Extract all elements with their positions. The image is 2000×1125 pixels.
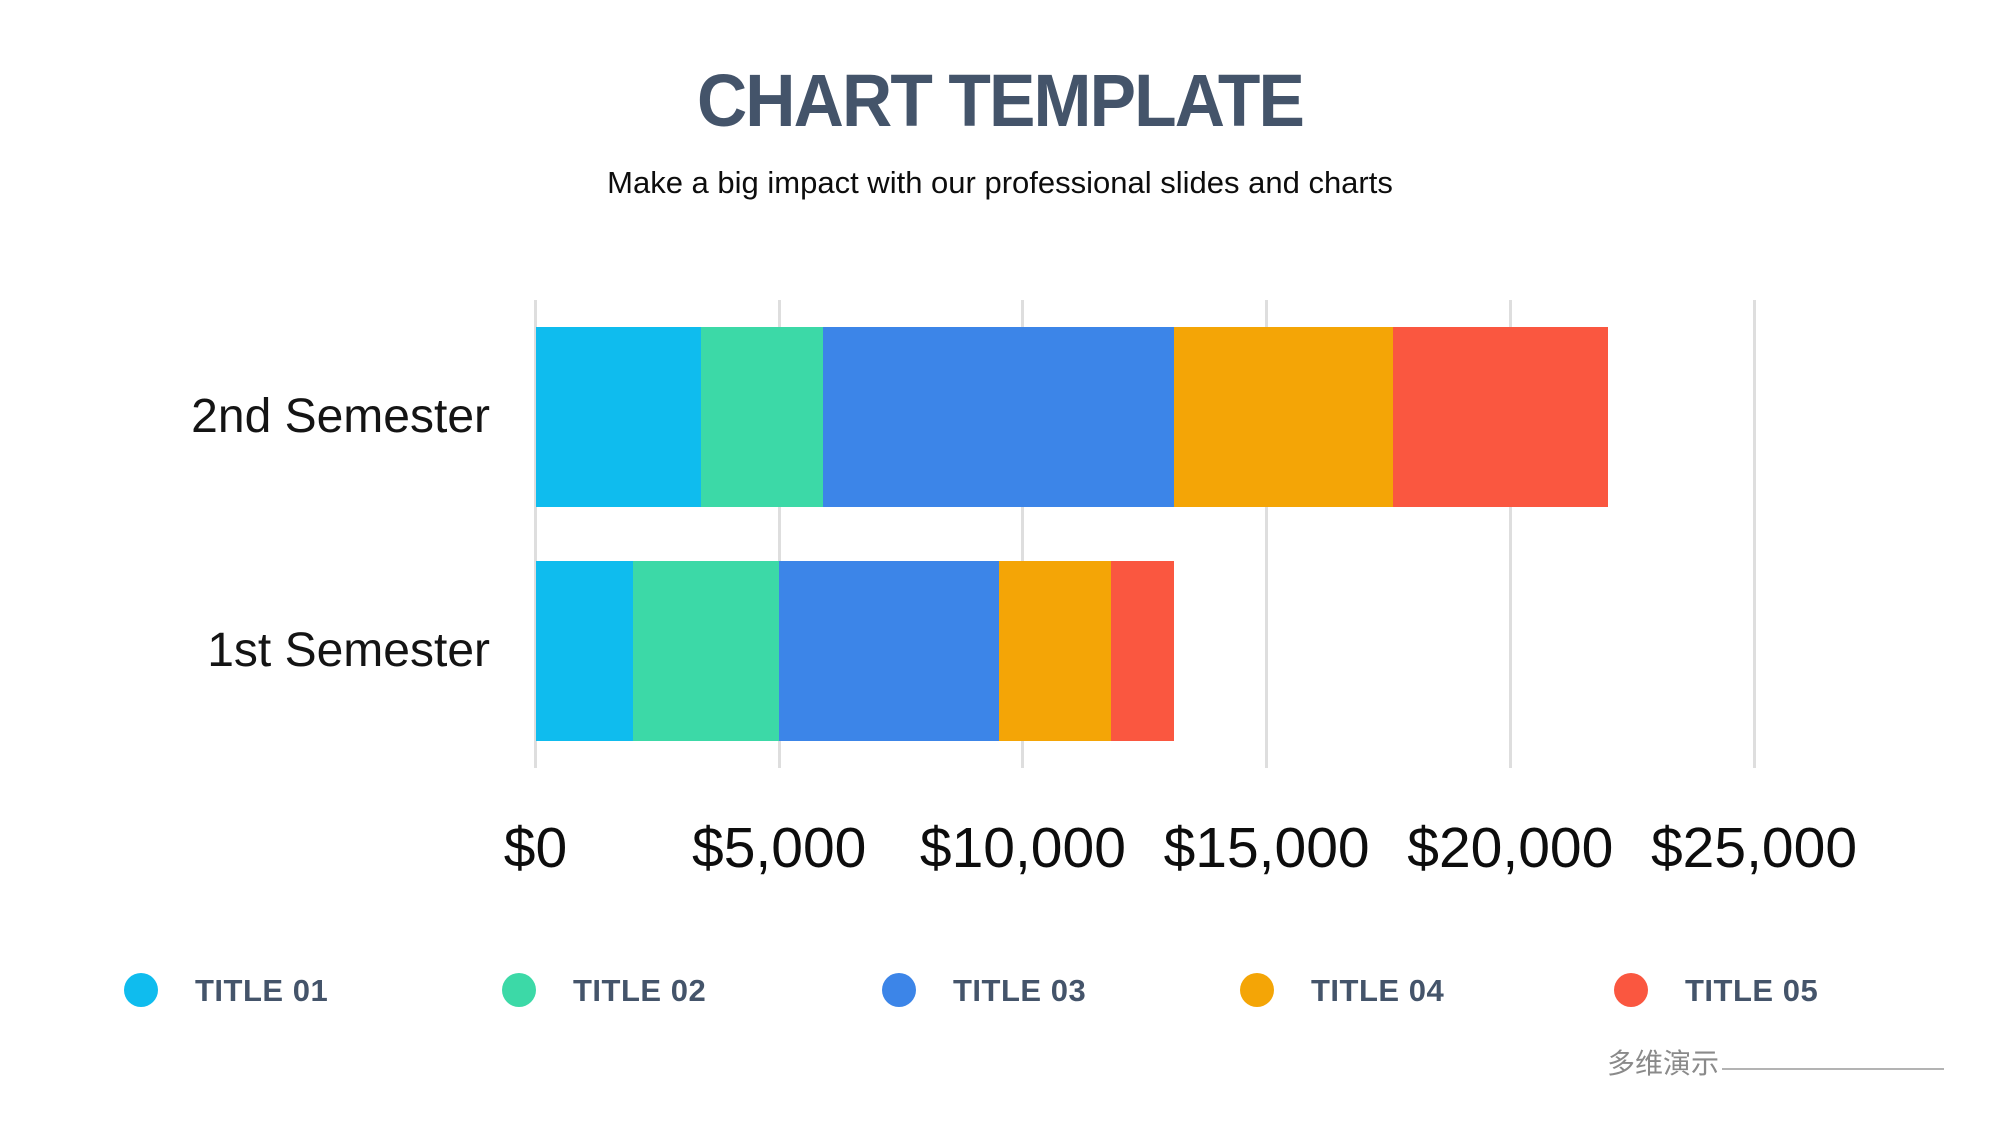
- bar-segment-title-04-1st-semester: [998, 561, 1111, 741]
- x-axis-tick-label: $0: [503, 816, 568, 880]
- gridline: [1021, 300, 1025, 768]
- gridline: [777, 300, 781, 768]
- bar-segment-title-05-1st-semester: [1110, 561, 1174, 741]
- gridline: [1508, 300, 1512, 768]
- gridline: [1752, 300, 1756, 768]
- legend-dot-title-01-icon: [124, 973, 158, 1007]
- x-axis-tick-label: $5,000: [692, 816, 867, 880]
- bar-segment-title-03-1st-semester: [779, 561, 999, 741]
- page-title: CHART TEMPLATE: [696, 59, 1305, 142]
- legend-item-title-05: TITLE 05: [1614, 973, 1818, 1007]
- legend-item-title-03: TITLE 03: [882, 973, 1086, 1007]
- bar-segment-title-04-2nd-semester: [1173, 327, 1394, 507]
- legend-item-title-04: TITLE 04: [1240, 973, 1444, 1007]
- brand-text: 多维演示: [1607, 1048, 1720, 1079]
- bar-segment-title-03-2nd-semester: [823, 327, 1174, 507]
- legend-dot-title-03-icon: [882, 973, 916, 1007]
- legend-dot-title-04-icon: [1240, 973, 1274, 1007]
- legend-item-title-01: TITLE 01: [124, 973, 328, 1007]
- x-axis-tick-label: $10,000: [919, 816, 1126, 880]
- legend-dot-title-05-icon: [1614, 973, 1648, 1007]
- footer-divider-line: [1722, 1068, 1944, 1070]
- category-label-1st-semester: 1st Semester: [207, 624, 490, 677]
- bar-segment-title-01-1st-semester: [535, 561, 633, 741]
- legend-label: TITLE 05: [1685, 972, 1819, 1008]
- page-subtitle: Make a big impact with our professional …: [607, 165, 1393, 200]
- x-axis-tick-label: $25,000: [1650, 816, 1858, 880]
- legend-label: TITLE 01: [195, 972, 329, 1008]
- bar-segment-title-02-1st-semester: [632, 561, 780, 741]
- gridline: [534, 300, 537, 768]
- bar-segment-title-01-2nd-semester: [535, 327, 702, 507]
- x-axis-tick-label: $15,000: [1163, 816, 1370, 880]
- legend-label: TITLE 02: [573, 972, 707, 1008]
- bar-segment-title-05-2nd-semester: [1393, 327, 1608, 507]
- legend-label: TITLE 04: [1311, 972, 1445, 1008]
- legend-item-title-02: TITLE 02: [502, 973, 706, 1007]
- x-axis-tick-label: $20,000: [1407, 816, 1614, 880]
- gridline: [1265, 300, 1269, 768]
- category-label-2nd-semester: 2nd Semester: [191, 390, 490, 443]
- bar-segment-title-02-2nd-semester: [701, 327, 824, 507]
- legend-label: TITLE 03: [953, 972, 1087, 1008]
- legend-dot-title-02-icon: [502, 973, 536, 1007]
